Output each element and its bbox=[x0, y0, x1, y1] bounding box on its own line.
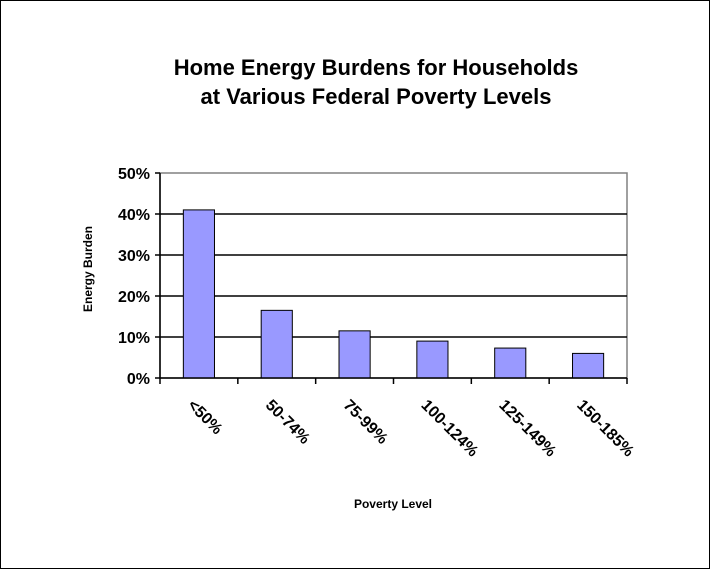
bar-4 bbox=[416, 340, 449, 379]
x-axis-title: Poverty Level bbox=[354, 497, 432, 511]
bar-2 bbox=[260, 309, 293, 379]
x-category-label: 125-149% bbox=[495, 397, 559, 461]
y-axis-title: Energy Burden bbox=[81, 226, 95, 312]
chart-title-line-2: at Various Federal Poverty Levels bbox=[201, 84, 552, 109]
chart-title-line-1: Home Energy Burdens for Households bbox=[174, 55, 579, 80]
x-category-label: 75-99% bbox=[340, 397, 391, 448]
bar-5 bbox=[494, 347, 527, 379]
y-tick-label: 40% bbox=[118, 207, 150, 224]
gridlines bbox=[160, 213, 627, 338]
x-category-label: 100-124% bbox=[418, 397, 482, 461]
x-category-label: <50% bbox=[184, 397, 225, 438]
y-tick-label: 20% bbox=[118, 289, 150, 306]
x-axis-ticks: <50% 50-74% 75-99% 100-124% 125-149% 150-185% bbox=[159, 378, 637, 461]
bar-3 bbox=[338, 330, 371, 379]
x-category-label: 150-185% bbox=[573, 397, 637, 461]
y-tick-label: 0% bbox=[127, 371, 150, 388]
y-tick-label: 50% bbox=[118, 166, 150, 183]
x-category-label: 50-74% bbox=[262, 397, 313, 448]
bar-6 bbox=[572, 352, 605, 379]
y-tick-label: 30% bbox=[118, 248, 150, 265]
y-axis-ticks: 0% 10% 20% 30% 40% 50% bbox=[118, 166, 160, 388]
plot-area-border bbox=[159, 172, 628, 379]
y-tick-label: 10% bbox=[118, 330, 150, 347]
bar-1 bbox=[182, 209, 215, 379]
